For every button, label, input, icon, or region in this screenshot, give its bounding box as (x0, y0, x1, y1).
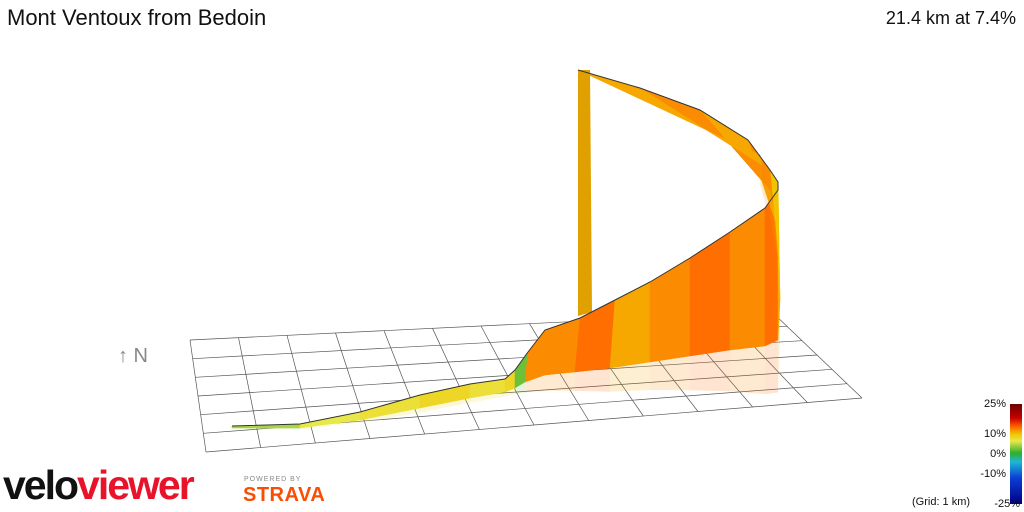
scale-tick: 0% (990, 448, 1006, 460)
profile-reflection (300, 420, 360, 430)
grid-line (383, 330, 425, 435)
profile-reflection (575, 368, 610, 392)
profile-reflection (730, 346, 765, 395)
climb-stats: 21.4 km at 7.4% (885, 8, 1016, 28)
scale-tick: 25% (983, 398, 1006, 410)
grid-line (335, 332, 371, 439)
profile-segment (729, 207, 766, 351)
profile-reflection (778, 300, 780, 393)
profile-reflection (515, 382, 525, 395)
strava-logo[interactable]: STRAVA (243, 484, 326, 506)
profile-segment (544, 317, 581, 376)
scale-tick: -25% (994, 498, 1020, 510)
veloviewer-logo[interactable]: veloviewer (3, 462, 195, 508)
profile-segment (609, 281, 651, 369)
summit-wall (578, 70, 592, 316)
chart-title: Mont Ventoux from Bedoin (7, 5, 267, 30)
profile-segment (577, 69, 763, 166)
profile-reflection (610, 362, 650, 392)
powered-by-label: POWERED BY (244, 476, 302, 483)
grid-note: (Grid: 1 km) (912, 496, 971, 508)
north-compass-icon: ↑ N (118, 345, 148, 367)
profile-segment (524, 329, 546, 383)
profile-reflection (762, 165, 770, 218)
profile-reflection (775, 220, 778, 292)
profile-reflection (770, 190, 775, 248)
profile-reflection (420, 398, 470, 413)
profile-reflection (360, 408, 420, 423)
gradient-color-scale (1010, 404, 1022, 504)
profile-reflection (545, 372, 575, 391)
profile-reflection (760, 155, 762, 192)
grid-line (771, 311, 863, 399)
profile-reflection (505, 388, 515, 397)
profile-reflection (470, 392, 505, 403)
profile-reflection (690, 350, 730, 392)
profile-outline (231, 69, 779, 427)
scale-tick: 10% (983, 428, 1006, 440)
profile-reflection (650, 356, 690, 391)
grid-line (432, 328, 480, 430)
scale-tick: -10% (980, 468, 1006, 480)
profile-segment (649, 257, 691, 363)
grid-line (189, 339, 207, 453)
grid-line (480, 325, 535, 426)
elevation-ribbon (231, 69, 781, 430)
profile-segment (689, 231, 731, 357)
profile-reflection (232, 428, 300, 430)
grid-line (238, 337, 262, 448)
profile-reflection (525, 375, 545, 393)
profile-reflection (778, 260, 780, 342)
profile-reflection (765, 340, 778, 395)
